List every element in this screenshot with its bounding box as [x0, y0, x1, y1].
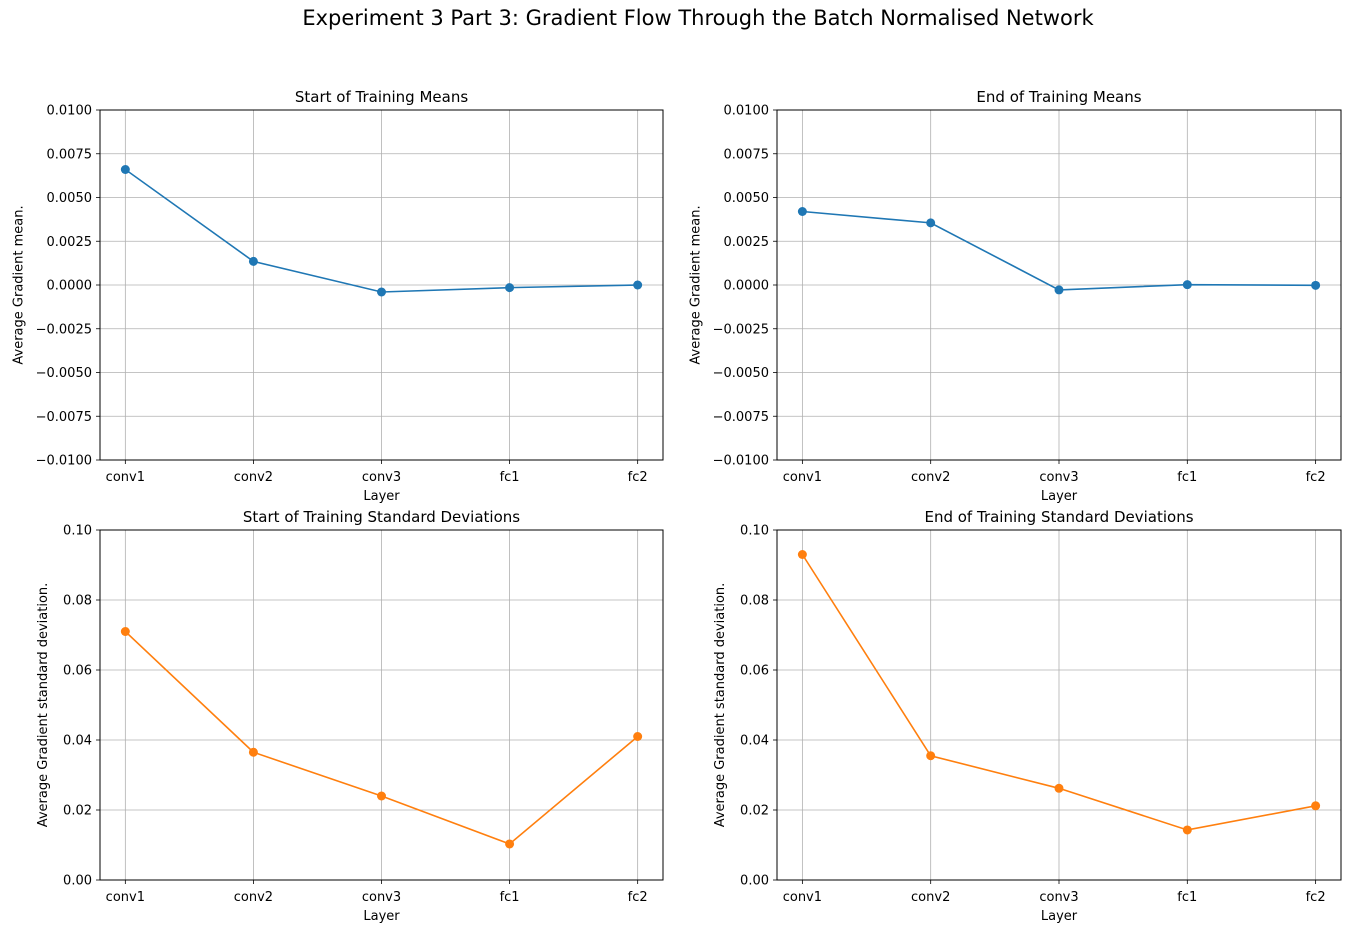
x-tick-label: fc2	[1306, 470, 1326, 485]
y-tick-label: 0.0075	[724, 147, 770, 162]
x-tick-label: fc1	[500, 890, 520, 905]
y-tick-label: 0.00	[740, 874, 769, 889]
data-point-conv3	[1054, 783, 1064, 793]
y-axis-label: Average Gradient mean.	[12, 205, 27, 364]
y-tick-label: 0.0000	[47, 279, 93, 294]
axes-frame	[99, 109, 664, 461]
data-point-conv3	[377, 791, 386, 801]
x-tick-label: fc2	[628, 470, 648, 485]
data-point-conv2	[248, 256, 258, 266]
y-tick-label: 0.0100	[47, 104, 93, 119]
y-tick-label: −0.0050	[36, 366, 92, 381]
y-axis-label: Average Gradient standard deviation.	[713, 583, 728, 828]
y-tick-label: 0.02	[63, 804, 92, 819]
x-tick-label: conv2	[911, 470, 950, 485]
y-axis-label: Average Gradient mean.	[689, 205, 704, 364]
x-tick-label: conv3	[1039, 470, 1078, 485]
y-axis-label: Average Gradient standard deviation.	[36, 583, 51, 828]
y-tick-label: −0.0075	[36, 410, 92, 425]
y-tick-label: 0.0075	[47, 147, 93, 162]
data-point-fc2	[1311, 280, 1321, 290]
data-point-fc2	[1311, 801, 1321, 811]
data-point-conv2	[926, 218, 936, 228]
y-tick-label: 0.04	[63, 734, 92, 749]
axes-frame	[776, 109, 1342, 461]
x-tick-label: fc2	[1306, 890, 1326, 905]
data-point-fc1	[505, 283, 515, 293]
y-tick-label: 0.06	[740, 664, 769, 679]
y-tick-label: 0.04	[740, 734, 769, 749]
data-point-conv1	[120, 165, 130, 174]
chart-start-means: conv1 conv2 conv3 fc1 fc2 −0.0100 −0.0075 −0.00…	[12, 88, 664, 504]
y-tick-label: 0.08	[63, 594, 92, 609]
x-tick-label: fc1	[1177, 890, 1197, 905]
data-point-conv2	[926, 751, 936, 761]
axes-frame	[776, 529, 1342, 881]
x-tick-label: conv3	[362, 890, 401, 905]
data-point-fc1	[1182, 825, 1192, 835]
x-tick-label: conv1	[783, 890, 822, 905]
axes-frame	[99, 529, 664, 881]
chart-title: End of Training Means	[976, 88, 1141, 106]
y-tick-label: −0.0025	[713, 322, 769, 337]
x-tick-label: conv1	[106, 470, 145, 485]
y-tick-label: −0.0075	[713, 410, 769, 425]
y-tick-label: 0.0025	[47, 235, 93, 250]
y-tick-label: −0.0025	[36, 322, 92, 337]
x-tick-label: conv1	[783, 470, 822, 485]
y-tick-label: 0.02	[740, 804, 769, 819]
y-tick-label: 0.10	[740, 524, 769, 539]
data-point-conv3	[377, 287, 386, 297]
x-tick-label: conv2	[911, 890, 950, 905]
y-tick-label: 0.08	[740, 594, 769, 609]
chart-start-stddevs: conv1 conv2 conv3 fc1 fc2 0.00 0.02 0.04 0.06 0.0…	[36, 508, 664, 924]
x-tick-label: conv2	[234, 890, 273, 905]
x-tick-label: conv3	[1039, 890, 1078, 905]
chart-title: Start of Training Standard Deviations	[243, 508, 520, 526]
data-point-conv1	[797, 207, 807, 216]
data-point-conv1	[120, 627, 130, 636]
data-point-fc1	[1182, 280, 1192, 290]
x-tick-label: fc2	[628, 890, 648, 905]
data-point-conv3	[1054, 285, 1064, 295]
data-point-fc1	[505, 839, 515, 849]
y-tick-label: −0.0050	[713, 366, 769, 381]
x-axis-label: Layer	[363, 489, 400, 504]
y-tick-label: 0.0025	[724, 235, 770, 250]
x-tick-label: conv1	[106, 890, 145, 905]
y-tick-label: 0.06	[63, 664, 92, 679]
chart-title: End of Training Standard Deviations	[924, 508, 1193, 526]
chart-end-stddevs: conv1 conv2 conv3 fc1 fc2 0.00 0.02 0.04 0.06 0.0…	[713, 508, 1342, 924]
y-tick-label: 0.0000	[724, 279, 770, 294]
y-tick-label: −0.0100	[713, 454, 769, 469]
y-tick-label: −0.0100	[36, 454, 92, 469]
x-axis-label: Layer	[1041, 909, 1078, 924]
data-point-fc2	[633, 732, 643, 741]
chart-end-means: conv1 conv2 conv3 fc1 fc2 −0.0100 −0.0075 −0.00…	[689, 88, 1342, 504]
x-tick-label: fc1	[500, 470, 520, 485]
y-tick-label: 0.0050	[47, 191, 93, 206]
y-tick-label: 0.00	[63, 874, 92, 889]
x-axis-label: Layer	[363, 909, 400, 924]
data-point-conv1	[797, 550, 807, 559]
data-point-conv2	[248, 747, 258, 757]
y-tick-label: 0.0050	[724, 191, 770, 206]
data-point-fc2	[633, 280, 643, 290]
x-tick-label: conv2	[234, 470, 273, 485]
figure-suptitle: Experiment 3 Part 3: Gradient Flow Throu…	[302, 6, 1094, 30]
x-axis-label: Layer	[1041, 489, 1078, 504]
x-tick-label: conv3	[362, 470, 401, 485]
chart-title: Start of Training Means	[295, 88, 468, 106]
y-tick-label: 0.10	[63, 524, 92, 539]
y-tick-label: 0.0100	[724, 104, 770, 119]
x-tick-label: fc1	[1177, 470, 1197, 485]
